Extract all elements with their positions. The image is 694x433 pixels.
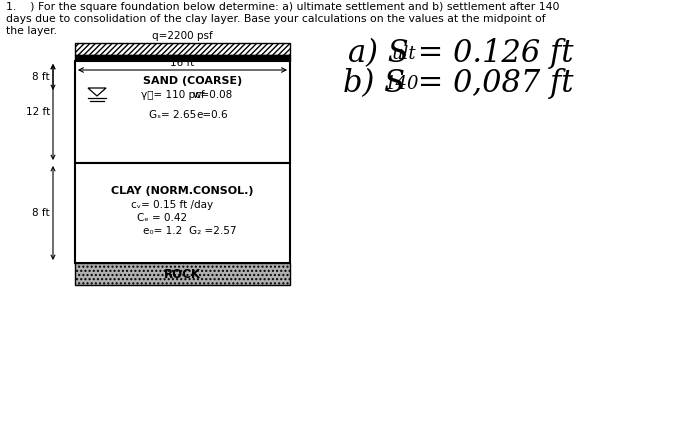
Text: w=0.08: w=0.08: [192, 90, 232, 100]
Text: ROCK: ROCK: [164, 268, 201, 281]
Bar: [75, 263, 290, 285]
Text: the layer.: the layer.: [6, 26, 57, 36]
Text: 12 ft: 12 ft: [26, 107, 50, 117]
Text: 16 ft: 16 ft: [170, 58, 194, 68]
Text: Cₑ = 0.42: Cₑ = 0.42: [137, 213, 187, 223]
Text: 1.    ) For the square foundation below determine: a) ultimate settlement and b): 1. ) For the square foundation below det…: [6, 2, 559, 12]
Text: = 0,087 ft: = 0,087 ft: [408, 68, 573, 99]
Text: Gₛ= 2.65: Gₛ= 2.65: [149, 110, 196, 120]
Text: 8 ft: 8 ft: [33, 208, 50, 218]
Polygon shape: [88, 88, 106, 96]
Text: 8 ft: 8 ft: [33, 72, 50, 82]
Text: e₀= 1.2: e₀= 1.2: [143, 226, 182, 236]
Text: b) S: b) S: [343, 68, 405, 99]
Text: = 0.126 ft: = 0.126 ft: [408, 38, 573, 69]
Text: G₂ =2.57: G₂ =2.57: [189, 226, 236, 236]
Text: ult: ult: [392, 45, 416, 63]
Text: a) S: a) S: [348, 38, 409, 69]
Text: CLAY (NORM.CONSOL.): CLAY (NORM.CONSOL.): [111, 186, 254, 196]
Bar: [75, 61, 290, 163]
Text: cᵥ= 0.15 ft /day: cᵥ= 0.15 ft /day: [131, 200, 214, 210]
Text: SAND (COARSE): SAND (COARSE): [143, 76, 242, 86]
Text: e=0.6: e=0.6: [196, 110, 228, 120]
Bar: [75, 43, 290, 55]
Bar: [75, 163, 290, 263]
Text: q=2200 psf: q=2200 psf: [152, 31, 213, 41]
Text: 140: 140: [385, 75, 419, 93]
Text: γ₟= 110 pcf: γ₟= 110 pcf: [141, 90, 204, 100]
Text: days due to consolidation of the clay layer. Base your calculations on the value: days due to consolidation of the clay la…: [6, 14, 545, 24]
